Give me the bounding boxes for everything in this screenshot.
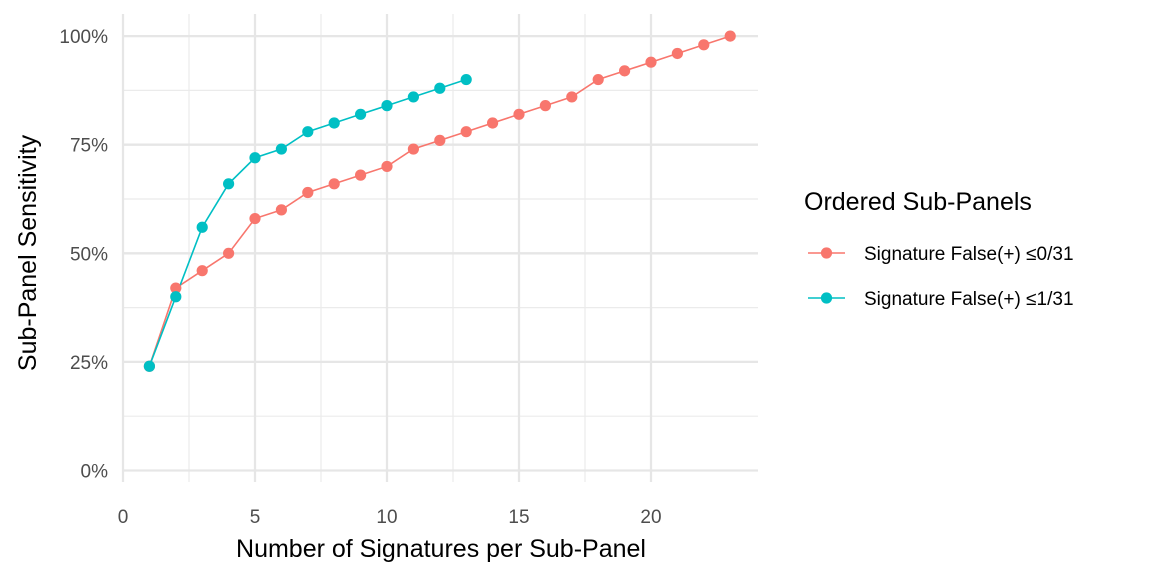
data-point-series-1 [724,30,736,42]
y-tick-label: 25% [70,353,108,374]
data-point-series-1 [487,117,499,129]
legend-key-point [820,247,833,259]
data-point-series-1 [355,169,367,181]
data-point-series-2 [223,178,235,190]
data-point-series-2 [196,221,208,233]
data-point-series-2 [381,100,393,112]
data-point-series-2 [434,82,446,94]
data-point-series-1 [460,126,472,138]
x-tick-label: 20 [640,507,661,528]
data-point-series-1 [381,160,393,173]
y-axis-title: Sub-Panel Sensitivity [14,134,42,371]
data-point-series-1 [223,247,235,259]
data-point-series-2 [249,152,261,164]
data-point-series-1 [434,134,446,146]
y-tick-label: 0% [81,462,109,483]
data-point-series-2 [170,291,182,303]
data-point-series-2 [407,91,419,103]
data-point-series-2 [143,360,155,372]
data-point-series-1 [249,212,261,225]
data-point-series-1 [566,91,578,103]
data-point-series-2 [302,126,314,138]
data-point-series-1 [645,56,657,68]
legend-label: Signature False(+) ≤0/31 [864,244,1074,265]
data-point-series-1 [592,73,604,86]
data-point-series-2 [275,143,287,155]
x-tick-label: 10 [376,507,397,528]
data-point-series-1 [513,108,525,120]
data-point-series-1 [671,47,684,60]
data-point-series-1 [407,143,419,155]
data-point-series-1 [302,186,314,199]
data-point-series-2 [460,73,472,86]
y-tick-label: 50% [70,244,108,265]
series-line-2 [148,78,467,367]
legend-label: Signature False(+) ≤1/31 [864,289,1074,310]
x-tick-label: 15 [508,507,529,528]
x-tick-label: 5 [250,507,261,528]
x-tick-labels: 0 5 10 15 20 [118,507,662,528]
data-point-series-1 [619,65,631,77]
y-tick-label: 100% [59,27,108,48]
data-point-series-1 [539,100,552,112]
data-point-series-2 [328,117,340,129]
data-point-series-1 [698,39,710,51]
legend: Ordered Sub-Panels Signature False(+) ≤0… [804,188,1074,310]
x-tick-label: 0 [118,507,129,528]
legend-key-point [820,292,833,304]
data-points [143,30,736,372]
data-point-series-1 [275,204,287,216]
legend-title: Ordered Sub-Panels [804,188,1032,216]
data-point-series-1 [328,178,340,190]
data-point-series-2 [355,108,367,120]
data-point-series-1 [196,265,208,277]
data-point-series-1 [170,282,182,294]
y-tick-labels: 0% 25% 50% 75% 100% [59,27,108,482]
y-tick-label: 75% [70,136,108,157]
x-axis-title: Number of Signatures per Sub-Panel [236,535,646,563]
